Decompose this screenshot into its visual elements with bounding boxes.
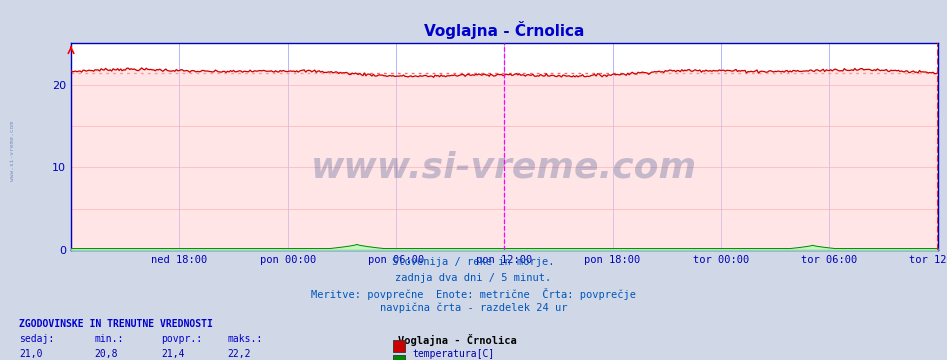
Text: min.:: min.: (95, 334, 124, 344)
Text: ZGODOVINSKE IN TRENUTNE VREDNOSTI: ZGODOVINSKE IN TRENUTNE VREDNOSTI (19, 319, 213, 329)
Text: Slovenija / reke in morje.: Slovenija / reke in morje. (392, 257, 555, 267)
Text: 22,2: 22,2 (227, 349, 251, 359)
Text: 20,8: 20,8 (95, 349, 118, 359)
Text: sedaj:: sedaj: (19, 334, 54, 344)
Text: Meritve: povprečne  Enote: metrične  Črta: povprečje: Meritve: povprečne Enote: metrične Črta:… (311, 288, 636, 300)
Text: 21,4: 21,4 (161, 349, 185, 359)
Text: povpr.:: povpr.: (161, 334, 202, 344)
Title: Voglajna - Črnolica: Voglajna - Črnolica (424, 21, 584, 39)
Text: www.si-vreme.com: www.si-vreme.com (312, 150, 697, 184)
Text: zadnja dva dni / 5 minut.: zadnja dva dni / 5 minut. (396, 273, 551, 283)
Text: navpična črta - razdelek 24 ur: navpična črta - razdelek 24 ur (380, 303, 567, 313)
Text: www.si-vreme.com: www.si-vreme.com (9, 121, 15, 181)
Text: maks.:: maks.: (227, 334, 262, 344)
Text: 21,0: 21,0 (19, 349, 43, 359)
Text: Voglajna - Črnolica: Voglajna - Črnolica (398, 334, 516, 346)
Text: temperatura[C]: temperatura[C] (413, 349, 495, 359)
